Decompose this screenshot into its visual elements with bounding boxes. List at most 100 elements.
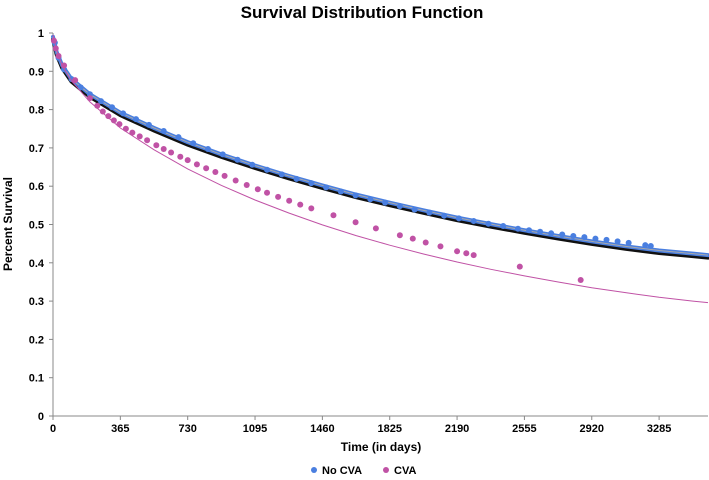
x-axis-ticks: 0 365 730 1095 1460 1825 2190 2555 2920 3285 xyxy=(50,416,671,435)
cva-point xyxy=(153,142,160,149)
no-cva-point xyxy=(160,128,167,135)
no-cva-point xyxy=(470,218,477,225)
cva-point xyxy=(144,137,151,144)
no-cva-point xyxy=(367,196,374,203)
cva-point xyxy=(129,129,136,136)
cva-point xyxy=(352,219,359,226)
cva-point xyxy=(275,193,282,200)
cva-point xyxy=(396,232,403,239)
y-tick-label: 0.1 xyxy=(29,373,44,385)
cva-legend-marker xyxy=(383,467,389,473)
cva-point xyxy=(308,205,315,212)
cva-point xyxy=(516,263,523,270)
x-tick-label: 1460 xyxy=(310,423,334,435)
x-tick-label: 2555 xyxy=(512,423,536,435)
no-cva-point xyxy=(109,104,116,111)
cva-point xyxy=(122,125,129,132)
y-tick-label: 0.3 xyxy=(29,296,44,308)
x-tick-label: 1825 xyxy=(377,423,401,435)
cva-point xyxy=(454,248,461,255)
cva-point xyxy=(177,153,184,160)
y-tick-label: 0.6 xyxy=(29,181,44,193)
no-cva-point xyxy=(455,215,462,222)
no-cva-point xyxy=(426,209,433,216)
y-axis-label: Percent Survival xyxy=(1,177,15,271)
cva-point xyxy=(422,239,429,246)
cva-point xyxy=(212,169,219,176)
y-tick-label: 0.2 xyxy=(29,334,44,346)
no-cva-point xyxy=(411,206,418,213)
no-cva-point xyxy=(293,175,300,182)
cva-point xyxy=(221,172,228,179)
no-cva-point xyxy=(249,161,256,168)
y-tick-label: 0 xyxy=(38,411,44,423)
no-cva-point xyxy=(133,116,140,123)
cva-point xyxy=(470,252,477,259)
series-layer xyxy=(50,34,709,304)
y-tick-label: 0.5 xyxy=(29,220,44,232)
cva-point xyxy=(297,201,304,208)
no-cva-point xyxy=(441,212,448,219)
no-cva-point xyxy=(625,239,632,246)
no-cva-point xyxy=(559,231,566,238)
no-cva-point xyxy=(219,151,226,158)
cva-point xyxy=(372,225,379,232)
no-cva-trend-line xyxy=(52,36,709,256)
no-cva-point xyxy=(500,223,507,230)
cva-point xyxy=(254,186,261,193)
cva-point xyxy=(160,146,167,153)
cva-trend-line xyxy=(52,34,709,304)
cva-point xyxy=(94,102,101,109)
no-cva-legend-marker xyxy=(311,467,317,473)
no-cva-point xyxy=(647,242,654,249)
x-tick-label: 365 xyxy=(111,423,129,435)
cva-point xyxy=(330,212,337,219)
cva-point xyxy=(243,182,250,189)
y-axis-ticks: 0 0.1 0.2 0.3 0.4 0.5 0.6 0.7 0.8 0.9 1 xyxy=(29,28,53,423)
x-tick-label: 1095 xyxy=(243,423,267,435)
no-cva-point xyxy=(77,84,84,91)
cva-point xyxy=(184,157,191,164)
no-cva-point xyxy=(97,98,104,105)
no-cva-point xyxy=(323,184,330,191)
cva-point xyxy=(105,113,112,120)
no-cva-point xyxy=(396,203,403,210)
no-cva-point xyxy=(175,134,182,141)
no-cva-point xyxy=(581,234,588,241)
no-cva-point xyxy=(537,228,544,235)
cva-point xyxy=(61,62,68,69)
y-tick-label: 0.8 xyxy=(29,105,44,117)
cva-point xyxy=(577,277,584,284)
y-tick-label: 0.7 xyxy=(29,143,44,155)
legend: No CVA CVA xyxy=(311,465,416,477)
cva-point xyxy=(168,149,175,156)
x-tick-label: 3285 xyxy=(647,423,671,435)
cva-point xyxy=(116,121,123,128)
cva-point xyxy=(136,133,143,140)
no-cva-point xyxy=(382,199,389,206)
cva-point xyxy=(264,189,271,196)
chart-title: Survival Distribution Function xyxy=(241,3,484,22)
y-tick-label: 0.4 xyxy=(29,258,45,270)
y-tick-label: 0.9 xyxy=(29,66,44,78)
no-cva-point xyxy=(145,121,152,128)
y-tick-label: 1 xyxy=(38,28,44,40)
no-cva-point xyxy=(352,192,359,199)
cva-point xyxy=(52,45,59,52)
x-tick-label: 2190 xyxy=(445,423,469,435)
cva-point xyxy=(50,37,57,44)
cva-point xyxy=(110,117,117,124)
cva-point xyxy=(99,108,106,115)
no-cva-legend-label: No CVA xyxy=(322,465,362,477)
x-tick-label: 0 xyxy=(50,423,56,435)
no-cva-point xyxy=(204,146,211,153)
no-cva-point xyxy=(548,230,555,237)
no-cva-point xyxy=(592,235,599,242)
cva-point xyxy=(55,52,62,59)
cva-point xyxy=(232,177,239,184)
cva-point xyxy=(193,161,200,168)
no-cva-point xyxy=(642,242,649,249)
cva-point xyxy=(286,197,293,204)
no-cva-point xyxy=(570,232,577,239)
